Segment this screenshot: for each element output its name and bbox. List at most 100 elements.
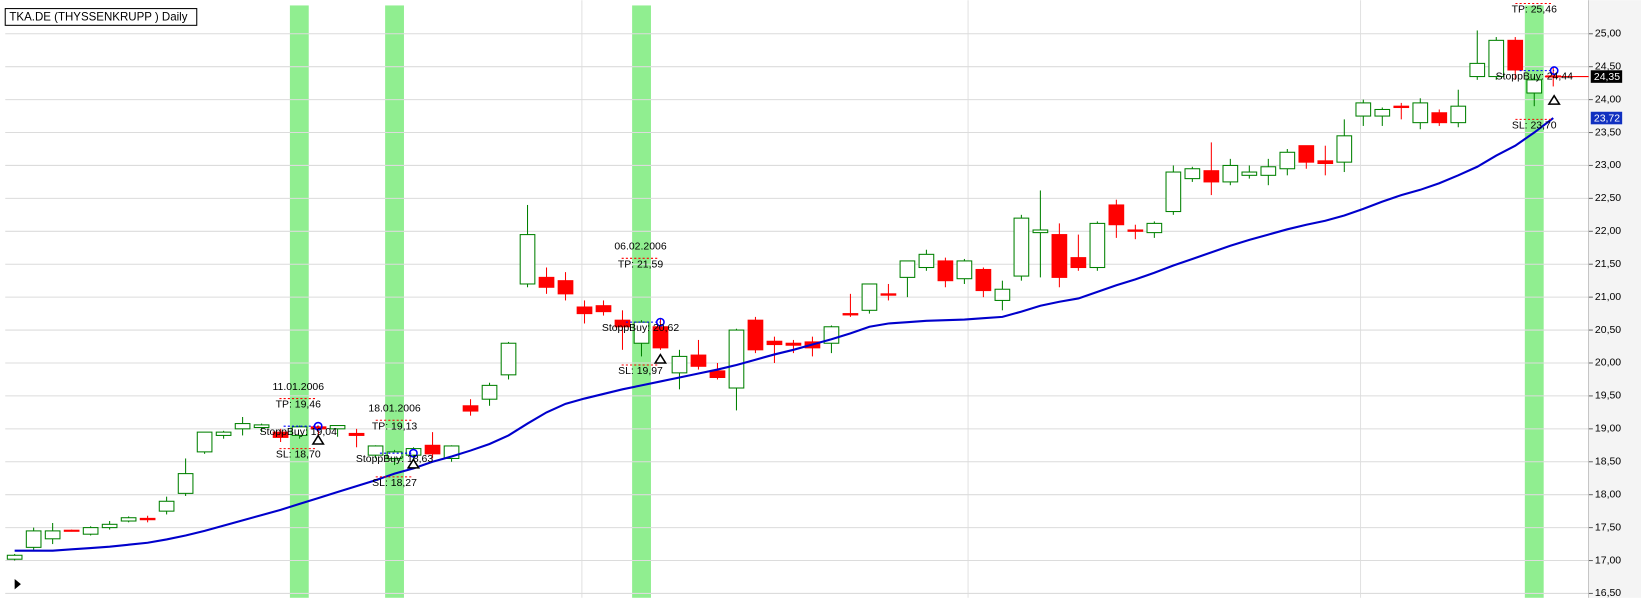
candle-body [1526, 79, 1543, 94]
candle-body [709, 370, 726, 378]
y-tick-label: 23,50 [1595, 127, 1621, 138]
entry-marker [655, 317, 665, 327]
candle-body [785, 342, 802, 346]
candle-body [1469, 62, 1486, 78]
entry-label: StoppBuy: 18,63 [356, 454, 433, 465]
y-tick-label: 24,50 [1595, 61, 1621, 72]
candle-body [6, 554, 23, 560]
sl-label: SL: 23,70 [1512, 120, 1557, 131]
candle-body [462, 405, 479, 412]
sl-label: SL: 18,27 [372, 478, 417, 489]
buy-signal [653, 353, 668, 364]
candle-body [272, 431, 289, 438]
entry-marker [408, 448, 418, 458]
candle-body [1488, 39, 1505, 78]
candle-body [576, 306, 593, 315]
candle-body [1108, 204, 1125, 226]
candle-body [766, 340, 783, 346]
buy-signal [311, 434, 325, 445]
candle-body [614, 319, 631, 328]
buy-signal [1547, 94, 1561, 105]
candle-body [329, 425, 346, 430]
axis-panel [1588, 0, 1641, 598]
candle-body [956, 260, 973, 280]
entry-label: StoppBuy: 20,62 [602, 323, 679, 334]
candle-body [861, 283, 878, 311]
candle-body [25, 530, 42, 548]
candle-body [538, 276, 555, 288]
candle-body [405, 448, 422, 456]
candle-body [1393, 105, 1410, 109]
trade-date: 11.01.2006 [272, 382, 324, 393]
tp-label: TP: 19,46 [276, 400, 322, 411]
candle-body [1431, 112, 1448, 124]
candle-body [44, 530, 61, 540]
highlight-band [289, 5, 309, 598]
candle-body [595, 305, 612, 313]
entry-marker [1549, 66, 1559, 76]
candle-body [519, 234, 536, 285]
y-tick-label: 17,50 [1595, 522, 1621, 533]
candle-body [1089, 222, 1106, 269]
tp-label: TP: 19,13 [372, 421, 418, 432]
candle-body [215, 431, 232, 436]
candle-body [177, 473, 194, 494]
candle-body [1184, 168, 1201, 180]
candle-body [386, 451, 403, 459]
candle-body [1336, 135, 1353, 163]
candle-body [994, 288, 1011, 301]
trade-date: 18.01.2006 [368, 404, 421, 415]
y-tick-label: 21,00 [1595, 292, 1621, 303]
y-tick-label: 20,50 [1595, 325, 1621, 336]
entry-label: StoppBuy: 24,44 [1496, 72, 1573, 83]
tp-label: TP: 21,59 [618, 259, 664, 270]
play-button[interactable] [14, 578, 21, 590]
y-tick-label: 19,50 [1595, 391, 1621, 402]
candle-body [880, 293, 897, 296]
y-tick-label: 19,00 [1595, 424, 1621, 435]
sl-label: SL: 19,97 [618, 366, 663, 377]
y-tick-label: 22,50 [1595, 193, 1621, 204]
y-tick-label: 20,00 [1595, 358, 1621, 369]
candle-body [367, 445, 384, 456]
candle-body [690, 354, 707, 367]
highlight-band [385, 5, 404, 598]
y-tick-label: 25,00 [1595, 29, 1621, 40]
candle-body [633, 321, 650, 344]
last-price-box [1590, 70, 1623, 83]
buy-signal [406, 457, 421, 469]
candle-body [1013, 217, 1030, 277]
candle-body [1127, 229, 1144, 232]
y-tick-label: 18,00 [1595, 489, 1621, 500]
highlight-band [632, 5, 651, 598]
candle-body [1070, 257, 1087, 269]
candle-body [120, 517, 137, 522]
highlight-band [1524, 5, 1544, 598]
y-tick-label: 22,00 [1595, 226, 1621, 237]
ma-last-label: 23,72 [1594, 113, 1620, 124]
candle-body [348, 432, 365, 436]
candle-body [671, 355, 688, 374]
y-tick-label: 17,00 [1595, 555, 1621, 566]
candle-body [899, 260, 916, 278]
candle-body [557, 280, 574, 295]
candle-body [1450, 105, 1467, 124]
candle-body [975, 268, 992, 292]
trade-date: 06.02.2006 [614, 242, 667, 253]
candle-body [1374, 108, 1391, 117]
candle-body [918, 253, 935, 269]
highlight-bands [289, 5, 1544, 598]
candle-body [842, 313, 859, 316]
candle-body [139, 517, 156, 521]
candle-body [1355, 102, 1372, 117]
candle-body [158, 500, 175, 512]
candle-body [1317, 160, 1334, 164]
chart-title: TKA.DE (THYSSENKRUPP ) Daily [9, 12, 187, 24]
y-tick-label: 24,00 [1595, 94, 1621, 105]
candle-body [747, 319, 764, 351]
candle-body [1032, 229, 1049, 234]
candle-body [1222, 164, 1239, 183]
tp-label: TP: 25,46 [1512, 5, 1558, 16]
